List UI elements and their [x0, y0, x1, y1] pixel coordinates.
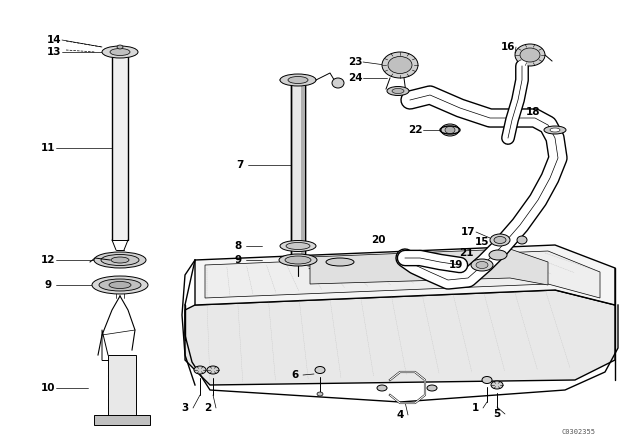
Ellipse shape	[326, 258, 354, 266]
Ellipse shape	[387, 86, 409, 95]
Text: 22: 22	[408, 125, 422, 135]
Text: 17: 17	[461, 227, 476, 237]
Text: 2: 2	[204, 403, 212, 413]
Ellipse shape	[517, 236, 527, 244]
Ellipse shape	[109, 281, 131, 289]
Polygon shape	[94, 415, 150, 425]
Ellipse shape	[279, 254, 317, 266]
Text: 18: 18	[525, 107, 540, 117]
Text: 23: 23	[348, 57, 362, 67]
Ellipse shape	[94, 252, 146, 268]
Text: 20: 20	[371, 235, 385, 245]
Ellipse shape	[101, 254, 139, 266]
Ellipse shape	[317, 392, 323, 396]
Ellipse shape	[280, 74, 316, 86]
Ellipse shape	[520, 48, 540, 62]
Polygon shape	[195, 245, 615, 305]
Text: 21: 21	[459, 248, 473, 258]
Text: 15: 15	[475, 237, 489, 247]
Text: 9: 9	[234, 255, 241, 265]
Polygon shape	[185, 290, 615, 385]
Text: 16: 16	[500, 42, 515, 52]
Ellipse shape	[92, 276, 148, 294]
Ellipse shape	[441, 124, 459, 136]
Ellipse shape	[482, 376, 492, 383]
Text: 12: 12	[41, 255, 55, 265]
Text: 8: 8	[234, 241, 242, 251]
Text: 1: 1	[472, 403, 479, 413]
Ellipse shape	[332, 78, 344, 88]
Ellipse shape	[544, 126, 566, 134]
Bar	[112, 55, 128, 240]
Text: 6: 6	[291, 370, 299, 380]
Text: 10: 10	[41, 383, 55, 393]
Ellipse shape	[490, 234, 510, 246]
Polygon shape	[310, 249, 548, 285]
Bar	[108, 355, 136, 417]
Text: 13: 13	[47, 47, 61, 57]
Ellipse shape	[494, 237, 506, 244]
Text: 4: 4	[396, 410, 404, 420]
Ellipse shape	[111, 257, 129, 263]
Ellipse shape	[427, 385, 437, 391]
Ellipse shape	[194, 366, 206, 374]
Text: C0302355: C0302355	[561, 429, 595, 435]
Text: 5: 5	[493, 409, 500, 419]
Ellipse shape	[315, 366, 325, 374]
Ellipse shape	[110, 48, 130, 56]
Bar	[291, 75, 305, 258]
Ellipse shape	[392, 89, 404, 94]
Ellipse shape	[382, 52, 418, 78]
Text: 7: 7	[236, 160, 244, 170]
Ellipse shape	[99, 279, 141, 291]
Ellipse shape	[285, 256, 311, 264]
Text: 19: 19	[449, 260, 463, 270]
Ellipse shape	[280, 241, 316, 251]
Bar	[301, 75, 305, 258]
Text: 9: 9	[44, 280, 52, 290]
Polygon shape	[205, 251, 600, 298]
Ellipse shape	[445, 126, 455, 134]
Ellipse shape	[471, 259, 493, 271]
Ellipse shape	[117, 45, 123, 49]
Ellipse shape	[515, 44, 545, 66]
Ellipse shape	[476, 262, 488, 268]
Text: 11: 11	[41, 143, 55, 153]
Ellipse shape	[286, 242, 310, 250]
Ellipse shape	[489, 250, 507, 260]
Text: 14: 14	[47, 35, 61, 45]
Ellipse shape	[102, 46, 138, 58]
Ellipse shape	[207, 366, 219, 374]
Text: 3: 3	[181, 403, 189, 413]
Ellipse shape	[491, 381, 503, 389]
Ellipse shape	[388, 56, 412, 73]
Ellipse shape	[377, 385, 387, 391]
Text: 24: 24	[348, 73, 362, 83]
Ellipse shape	[288, 77, 308, 83]
Ellipse shape	[550, 128, 560, 132]
